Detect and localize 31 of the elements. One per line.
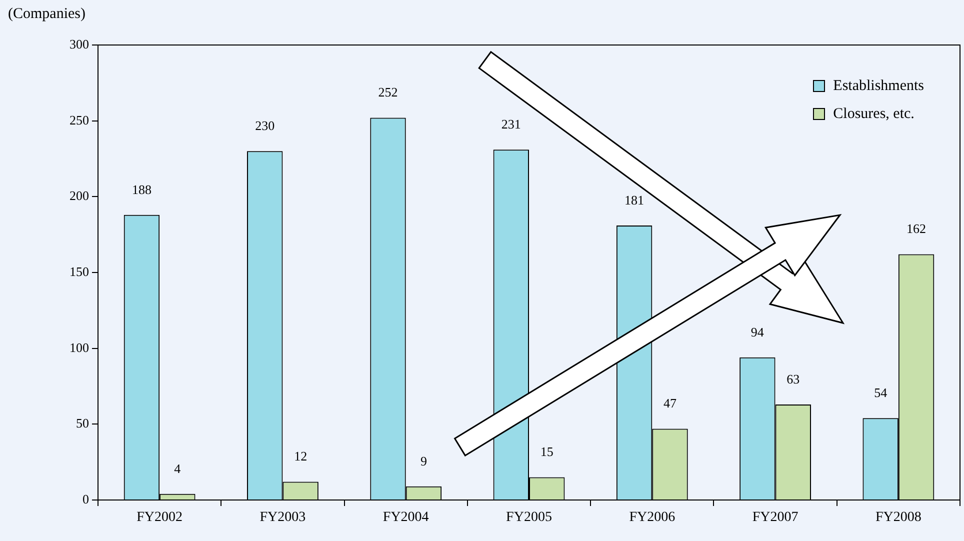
x-tick-label: FY2006 xyxy=(629,510,676,526)
x-tick-label: FY2008 xyxy=(875,510,922,526)
data-label: 252 xyxy=(378,84,398,100)
x-tick-label: FY2005 xyxy=(506,510,552,526)
data-label: 162 xyxy=(906,221,926,236)
x-tick-label: FY2007 xyxy=(752,510,798,526)
y-tick-label: 300 xyxy=(70,36,89,52)
data-label: 188 xyxy=(132,182,152,197)
y-tick-label: 250 xyxy=(70,112,89,128)
y-tick-label: 100 xyxy=(70,340,89,355)
data-label: 181 xyxy=(624,192,644,208)
legend-label: Establishments xyxy=(833,77,924,96)
x-tick-label: FY2003 xyxy=(260,510,306,526)
y-tick-label: 200 xyxy=(70,188,89,204)
legend-label: Closures, etc. xyxy=(833,105,914,124)
y-axis-title: (Companies) xyxy=(8,6,86,23)
data-label: 9 xyxy=(420,453,427,468)
y-tick-label: 0 xyxy=(82,491,89,506)
data-label: 63 xyxy=(786,371,800,386)
data-label: 4 xyxy=(174,460,182,476)
data-label: 230 xyxy=(255,118,275,134)
y-tick-label: 150 xyxy=(70,264,89,279)
y-tick-label: 50 xyxy=(76,416,89,431)
x-tick-label: FY2004 xyxy=(382,510,429,526)
data-label: 47 xyxy=(664,396,677,411)
data-label: 231 xyxy=(501,116,521,132)
data-label: 12 xyxy=(294,448,308,464)
data-label: 94 xyxy=(750,324,764,340)
x-tick-label: FY2002 xyxy=(136,510,183,526)
data-label: 15 xyxy=(540,444,554,460)
data-label: 54 xyxy=(874,385,888,400)
